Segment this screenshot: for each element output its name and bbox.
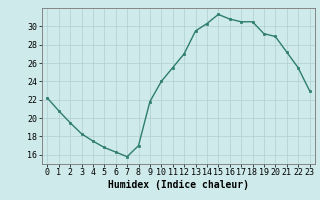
X-axis label: Humidex (Indice chaleur): Humidex (Indice chaleur) <box>108 180 249 190</box>
